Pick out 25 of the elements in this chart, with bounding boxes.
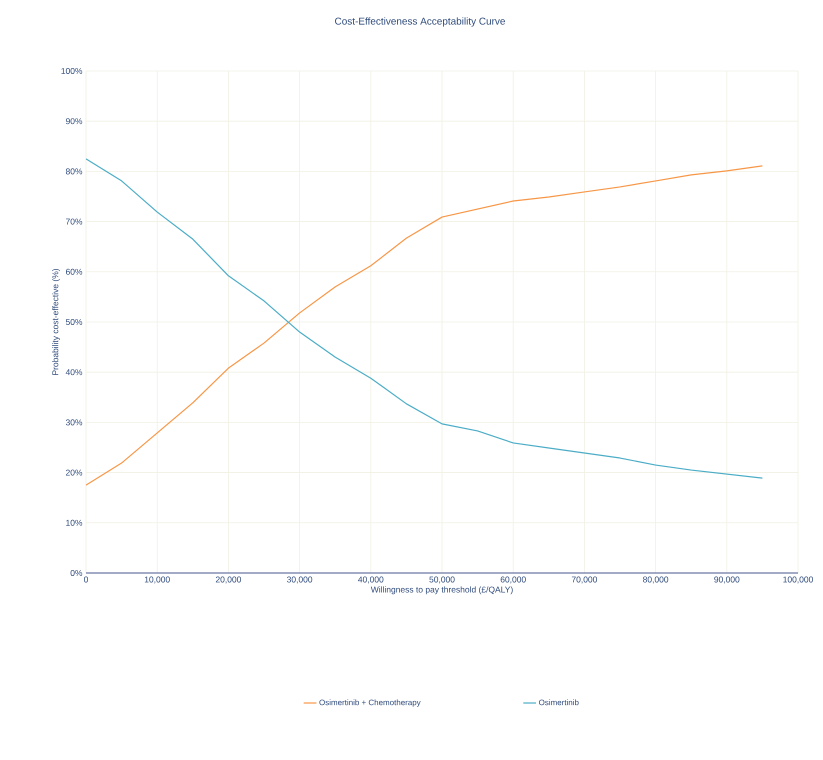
- y-tick-label: 70%: [66, 218, 82, 225]
- x-tick-label: 20,000: [216, 576, 242, 584]
- chart-title: Cost-Effectiveness Acceptability Curve: [335, 17, 505, 27]
- y-tick-label: 60%: [66, 268, 82, 275]
- y-tick-label: 30%: [66, 419, 82, 426]
- x-tick-label: 90,000: [714, 576, 740, 584]
- y-tick-label: 20%: [66, 470, 82, 476]
- x-tick-label: 100,000: [783, 576, 813, 584]
- x-tick-label: 60,000: [500, 576, 526, 584]
- y-tick-label: 0%: [70, 570, 82, 576]
- x-tick-label: 10,000: [144, 576, 170, 584]
- x-axis-title: Willingness to pay threshold (£/QALY): [370, 586, 513, 594]
- y-tick-label: 40%: [66, 369, 82, 376]
- y-tick-label: 50%: [66, 318, 82, 325]
- x-tick-label: 70,000: [572, 576, 598, 584]
- y-tick-label: 10%: [66, 520, 82, 526]
- y-tick-label: 90%: [66, 118, 82, 124]
- x-tick-label: 50,000: [429, 576, 455, 584]
- x-tick-label: 30,000: [286, 576, 312, 584]
- y-tick-label: 80%: [66, 168, 82, 174]
- y-axis-title: Probability cost-effective (%): [52, 268, 60, 375]
- y-tick-label: 100%: [61, 68, 82, 74]
- x-tick-label: 0: [84, 576, 88, 582]
- x-tick-label: 80,000: [643, 576, 668, 584]
- x-tick-label: 40,000: [358, 576, 384, 584]
